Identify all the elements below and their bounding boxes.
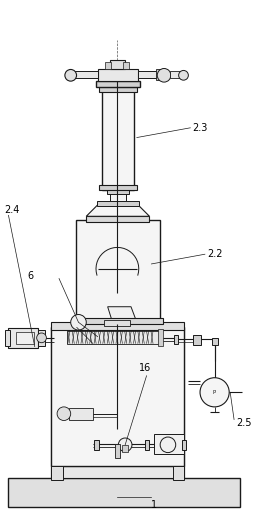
Bar	[51, 327, 184, 466]
Bar	[8, 478, 240, 507]
Bar	[5, 330, 10, 346]
Bar	[51, 322, 184, 330]
Bar	[97, 201, 139, 205]
Bar	[105, 62, 110, 70]
Bar	[67, 331, 159, 344]
Bar	[99, 185, 137, 190]
Bar	[115, 444, 120, 458]
Bar	[71, 71, 98, 78]
Bar	[102, 88, 134, 190]
Bar	[171, 327, 184, 478]
Polygon shape	[108, 307, 137, 322]
Bar	[110, 193, 126, 201]
Circle shape	[160, 437, 176, 453]
Circle shape	[37, 333, 46, 343]
Circle shape	[57, 407, 71, 420]
Text: 2.2: 2.2	[207, 249, 222, 259]
Bar	[156, 70, 161, 80]
Bar	[86, 216, 149, 222]
Bar	[76, 220, 160, 322]
Bar	[138, 71, 157, 78]
Circle shape	[179, 70, 188, 80]
Bar	[94, 440, 99, 450]
Bar	[212, 338, 217, 345]
Circle shape	[118, 438, 132, 452]
Bar	[69, 408, 93, 420]
Bar	[122, 445, 128, 452]
Bar	[107, 190, 129, 194]
Bar	[174, 335, 178, 344]
Circle shape	[71, 314, 86, 330]
Circle shape	[157, 69, 171, 82]
Text: 1: 1	[151, 500, 157, 510]
Circle shape	[65, 70, 76, 81]
Bar	[158, 329, 163, 346]
Bar	[8, 328, 38, 347]
Bar	[182, 440, 186, 450]
Polygon shape	[86, 204, 149, 216]
Text: 2.5: 2.5	[236, 419, 251, 429]
Text: 2.4: 2.4	[5, 205, 20, 215]
Bar	[99, 87, 137, 92]
Bar	[154, 434, 183, 454]
Bar	[170, 71, 182, 78]
Text: P: P	[213, 390, 216, 395]
Bar	[173, 466, 184, 480]
Bar	[96, 81, 140, 87]
Bar	[145, 440, 149, 450]
Text: 16: 16	[138, 363, 151, 373]
Bar	[51, 327, 65, 478]
Bar	[16, 332, 34, 344]
Bar	[123, 62, 129, 70]
Bar	[98, 70, 138, 81]
Text: 6: 6	[28, 270, 34, 281]
Bar	[110, 60, 125, 70]
Bar	[51, 466, 184, 478]
Bar	[104, 320, 130, 326]
Bar	[38, 330, 45, 346]
Bar	[51, 466, 63, 480]
Bar	[73, 319, 163, 324]
Circle shape	[200, 378, 229, 407]
Bar	[193, 335, 201, 345]
Text: 2.3: 2.3	[192, 123, 208, 133]
